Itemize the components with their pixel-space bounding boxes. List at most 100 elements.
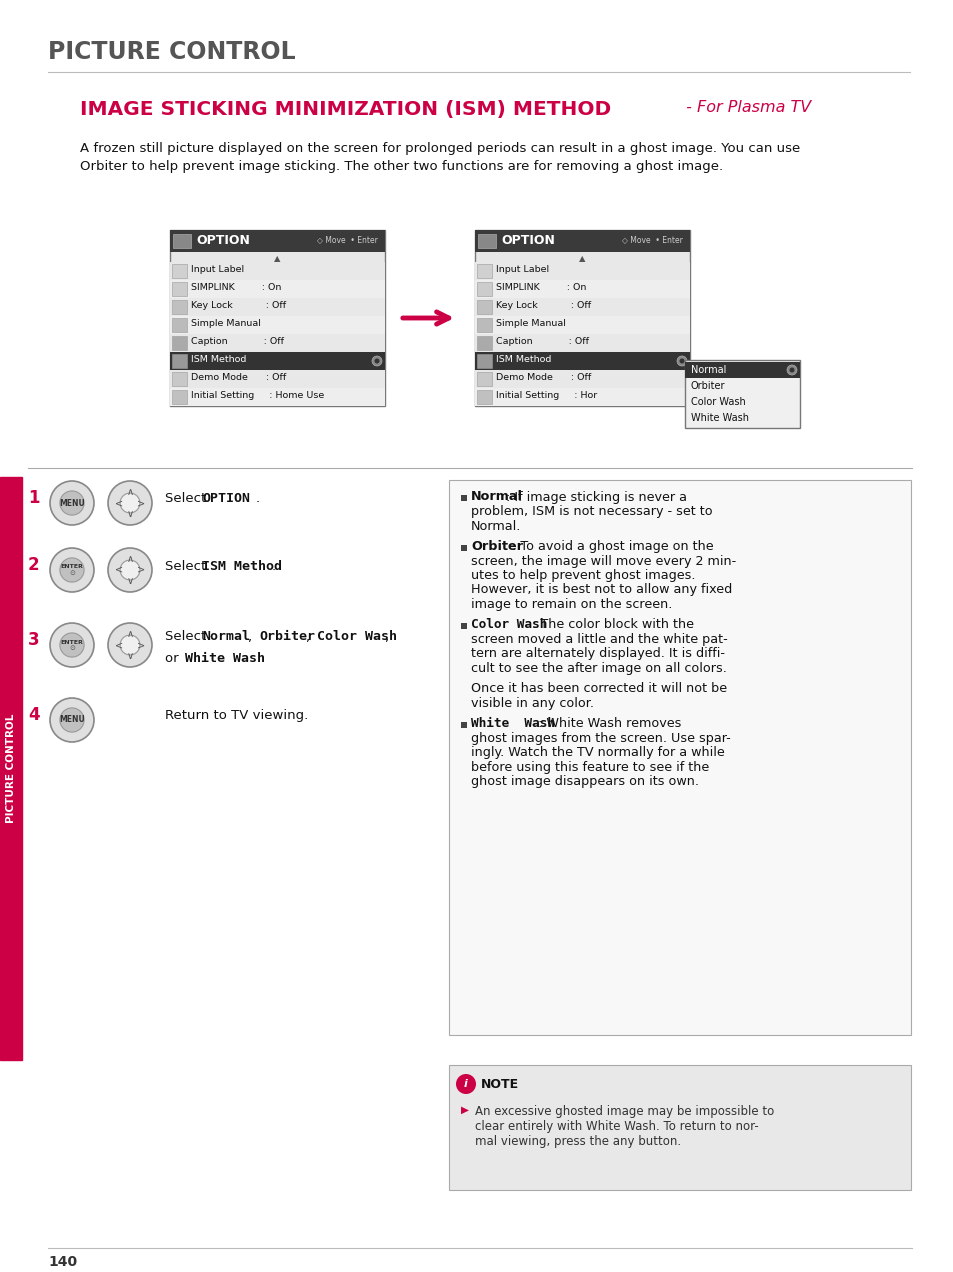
Bar xyxy=(460,544,467,551)
Text: Select: Select xyxy=(165,492,211,505)
Text: PICTURE CONTROL: PICTURE CONTROL xyxy=(6,714,16,823)
Bar xyxy=(172,336,187,350)
Text: Normal: Normal xyxy=(202,631,250,644)
Text: ENTER: ENTER xyxy=(60,565,83,570)
Bar xyxy=(475,335,689,352)
Text: ,: , xyxy=(248,631,256,644)
Text: ▲: ▲ xyxy=(578,254,584,263)
Text: : White Wash removes: : White Wash removes xyxy=(537,717,680,730)
Text: ∨: ∨ xyxy=(127,576,133,586)
Text: White Wash: White Wash xyxy=(185,653,265,665)
Bar xyxy=(475,298,689,315)
Text: OPTION: OPTION xyxy=(195,234,250,247)
Bar xyxy=(172,354,187,368)
Text: Select: Select xyxy=(165,560,211,572)
Text: ⊙: ⊙ xyxy=(69,645,75,651)
Bar xyxy=(170,262,385,280)
Bar xyxy=(170,315,385,335)
Bar xyxy=(476,391,492,404)
Text: cult to see the after image on all colors.: cult to see the after image on all color… xyxy=(471,661,726,675)
Text: image to remain on the screen.: image to remain on the screen. xyxy=(471,598,672,611)
Text: A frozen still picture displayed on the screen for prolonged periods can result : A frozen still picture displayed on the … xyxy=(80,142,800,155)
Text: : If image sticking is never a: : If image sticking is never a xyxy=(506,491,687,504)
Bar xyxy=(460,623,467,628)
Text: .: . xyxy=(255,492,260,505)
Bar xyxy=(475,262,689,280)
Bar xyxy=(172,300,187,314)
Text: ingly. Watch the TV normally for a while: ingly. Watch the TV normally for a while xyxy=(471,747,724,759)
Text: Normal: Normal xyxy=(471,491,522,504)
Text: ∧: ∧ xyxy=(127,487,133,497)
Text: PICTURE CONTROL: PICTURE CONTROL xyxy=(48,39,295,64)
Text: .: . xyxy=(251,653,254,665)
Circle shape xyxy=(789,368,794,373)
Circle shape xyxy=(60,558,84,583)
Text: - For Plasma TV: - For Plasma TV xyxy=(680,100,810,114)
Circle shape xyxy=(679,359,684,364)
Text: Color Wash: Color Wash xyxy=(471,618,547,631)
Text: Normal: Normal xyxy=(690,365,725,375)
Text: White Wash: White Wash xyxy=(690,413,748,424)
Bar xyxy=(170,230,385,252)
Text: Demo Mode      : Off: Demo Mode : Off xyxy=(191,373,286,382)
Circle shape xyxy=(50,548,94,591)
Text: problem, ISM is not necessary - set to: problem, ISM is not necessary - set to xyxy=(471,505,712,518)
Circle shape xyxy=(120,635,140,655)
Text: ⊙: ⊙ xyxy=(69,570,75,576)
Text: Select: Select xyxy=(165,631,211,644)
Text: Input Label: Input Label xyxy=(496,265,549,273)
Bar xyxy=(460,495,467,501)
Text: >: > xyxy=(137,640,145,650)
Text: IMAGE STICKING MINIMIZATION (ISM) METHOD: IMAGE STICKING MINIMIZATION (ISM) METHOD xyxy=(80,100,611,120)
Circle shape xyxy=(120,494,140,513)
Bar xyxy=(475,370,689,388)
Text: ◇ Move  • Enter: ◇ Move • Enter xyxy=(621,235,682,244)
Text: Orbiter: Orbiter xyxy=(258,631,314,644)
Bar xyxy=(475,388,689,406)
Text: Orbiter: Orbiter xyxy=(471,541,522,553)
Text: ISM Method: ISM Method xyxy=(191,355,246,364)
Circle shape xyxy=(108,481,152,525)
Text: ghost images from the screen. Use spar-: ghost images from the screen. Use spar- xyxy=(471,731,730,745)
Text: <: < xyxy=(114,640,123,650)
Text: Initial Setting     : Hor: Initial Setting : Hor xyxy=(496,391,597,399)
Text: Color Wash: Color Wash xyxy=(690,397,745,407)
Bar xyxy=(476,336,492,350)
Circle shape xyxy=(786,365,796,375)
Bar xyxy=(460,721,467,728)
Bar xyxy=(475,230,689,252)
Text: : To avoid a ghost image on the: : To avoid a ghost image on the xyxy=(512,541,713,553)
Text: utes to help prevent ghost images.: utes to help prevent ghost images. xyxy=(471,569,695,583)
Bar xyxy=(172,371,187,385)
Text: However, it is best not to allow any fixed: However, it is best not to allow any fix… xyxy=(471,584,732,597)
Text: Orbiter to help prevent image sticking. The other two functions are for removing: Orbiter to help prevent image sticking. … xyxy=(80,160,722,173)
Text: Caption            : Off: Caption : Off xyxy=(496,337,588,346)
Bar xyxy=(477,234,496,248)
Text: 2: 2 xyxy=(28,556,40,574)
Text: ISM Method: ISM Method xyxy=(202,560,282,572)
Text: SIMPLINK         : On: SIMPLINK : On xyxy=(496,282,586,293)
Text: SIMPLINK         : On: SIMPLINK : On xyxy=(191,282,281,293)
Circle shape xyxy=(50,481,94,525)
Text: MENU: MENU xyxy=(59,499,85,508)
Circle shape xyxy=(60,491,84,515)
Text: Key Lock           : Off: Key Lock : Off xyxy=(191,301,286,310)
Bar xyxy=(475,315,689,335)
Bar xyxy=(170,352,385,370)
Text: >: > xyxy=(137,499,145,508)
Text: An excessive ghosted image may be impossible to
clear entirely with White Wash. : An excessive ghosted image may be imposs… xyxy=(475,1105,774,1149)
Bar xyxy=(170,388,385,406)
Text: ,: , xyxy=(306,631,314,644)
Bar xyxy=(172,318,187,332)
Text: screen moved a little and the white pat-: screen moved a little and the white pat- xyxy=(471,633,727,646)
Text: >: > xyxy=(137,565,145,575)
Bar xyxy=(449,480,910,1035)
Bar xyxy=(170,230,385,406)
Text: Key Lock           : Off: Key Lock : Off xyxy=(496,301,591,310)
Bar xyxy=(476,318,492,332)
Text: OPTION: OPTION xyxy=(202,492,250,505)
Circle shape xyxy=(60,709,84,733)
Text: Initial Setting     : Home Use: Initial Setting : Home Use xyxy=(191,391,324,399)
Text: 140: 140 xyxy=(48,1255,77,1269)
Text: Caption            : Off: Caption : Off xyxy=(191,337,284,346)
